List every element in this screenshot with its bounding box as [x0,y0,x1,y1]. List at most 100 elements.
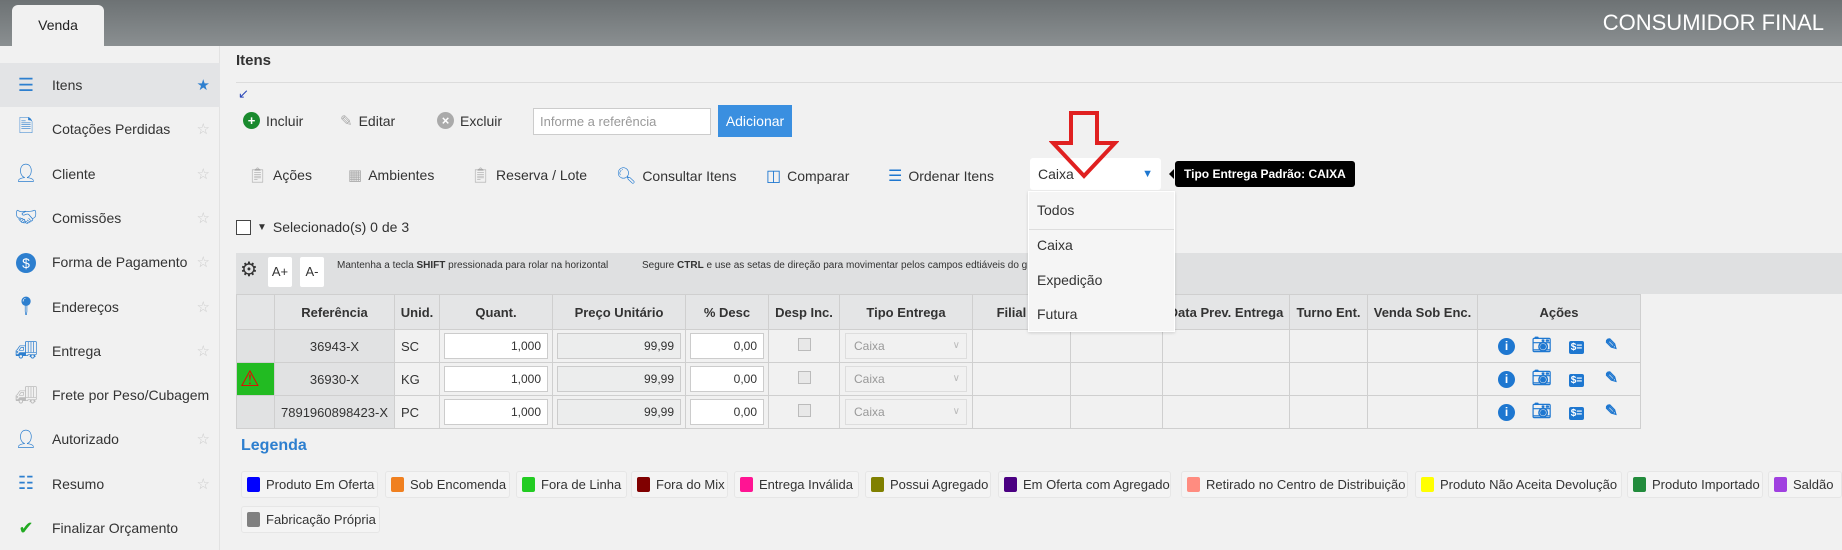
comparar-button[interactable]: ◫ Comparar [766,168,850,185]
sidebar-item-9[interactable]: ☷ Resumo ☆ [0,462,220,506]
star-icon[interactable]: ☆ [196,209,210,227]
star-icon[interactable]: ☆ [196,298,210,316]
star-icon[interactable]: ☆ [196,121,210,139]
sidebar-item-4[interactable]: $ Forma de Pagamento ☆ [0,240,220,284]
add-button[interactable]: Adicionar [718,105,792,137]
ambientes-button[interactable]: ▦ Ambientes [348,167,435,184]
reference-input[interactable] [533,108,711,135]
option-futura[interactable]: Futura [1037,306,1078,322]
price-icon[interactable]: $= [1568,406,1585,420]
hidden-cell [1070,362,1163,396]
legend-swatch [247,477,260,492]
consultar-itens-button[interactable]: 🔍︎ Consultar Itens [616,168,737,185]
legend-swatch [247,512,260,527]
ordenar-itens-button[interactable]: ☰ Ordenar Itens [888,168,994,185]
quantity-input[interactable]: 1,000 [444,399,548,425]
table-row[interactable]: 36943-X SC 1,000 99,99 0,00 Caixa i 📷︎ $= ✎ [236,329,1641,363]
desp-inc-checkbox[interactable] [797,371,811,384]
gear-icon[interactable]: ⚙︎ [240,259,258,281]
collapse-icon[interactable]: ↙︎ [238,86,249,101]
reference-cell: 7891960898423-X [274,395,395,429]
star-icon[interactable]: ☆ [196,342,210,360]
edit-icon[interactable]: ✎ [1604,402,1619,420]
option-caixa[interactable]: Caixa [1037,237,1073,253]
quantity-input[interactable]: 1,000 [444,366,548,392]
actions-button[interactable]: 📋︎ Ações [248,167,312,184]
include-button[interactable]: + Incluir [243,112,303,129]
warning-icon: ⚠︎ [240,366,260,391]
delivery-type-cell-select[interactable]: Caixa [845,366,967,392]
sidebar-item-label: Finalizar Orçamento [52,520,179,536]
column-header: Referência [274,294,395,330]
camera-icon[interactable]: 📷︎ [1531,336,1552,354]
sidebar-item-8[interactable]: 👤︎ Autorizado ☆ [0,417,220,461]
camera-icon[interactable]: 📷︎ [1531,369,1552,387]
sidebar-item-label: Resumo [52,475,105,492]
delivery-type-cell-select[interactable]: Caixa [845,333,967,359]
font-increase-button[interactable]: A+ [268,257,292,287]
caret-down-icon[interactable]: ▼ [257,221,267,233]
legend-swatch [740,477,753,492]
column-header: Unid. [394,294,440,330]
summary-icon: ☷ [17,473,35,494]
sidebar-item-1[interactable]: 🗎︎ Cotações Perdidas ☆ [0,107,220,151]
legend-swatch [1633,477,1646,492]
legend-swatch [522,477,535,492]
option-expedicao[interactable]: Expedição [1037,272,1103,288]
row-status [236,395,275,429]
reference-cell: 36943-X [274,329,395,363]
sidebar-item-5[interactable]: 📍︎ Endereços ☆ [0,285,220,329]
ctrl-hint: Segure CTRL e use as setas de direção pa… [642,260,1028,271]
table-row[interactable]: ⚠︎ 36930-X KG 1,000 99,99 0,00 Caixa i 📷︎… [236,362,1641,396]
desp-inc-checkbox[interactable] [797,404,811,417]
discount-input[interactable]: 0,00 [690,366,764,392]
font-decrease-button[interactable]: A- [300,257,324,287]
sidebar-item-10[interactable]: ✔ Finalizar Orçamento [0,506,220,550]
legend-item: Fora de Linha [516,471,627,498]
legend-item: Em Oferta com Agregado [998,471,1171,498]
reserva-lote-button[interactable]: 📋︎ Reserva / Lote [471,167,588,184]
delete-button[interactable]: × Excluir [437,112,502,129]
discount-input[interactable]: 0,00 [690,333,764,359]
price-icon[interactable]: $= [1568,340,1585,354]
sidebar-item-3[interactable]: 🤝︎ Comissões ☆ [0,196,220,240]
sidebar-item-label: Entrega [52,342,102,359]
edit-button[interactable]: ✎ Editar [340,113,396,130]
edit-icon[interactable]: ✎ [1604,369,1619,387]
table-row[interactable]: 7891960898423-X PC 1,000 99,99 0,00 Caix… [236,395,1641,429]
document-icon: 🗎︎ [18,116,34,137]
star-icon[interactable]: ☆ [196,254,210,272]
star-icon[interactable]: ☆ [196,475,210,493]
info-icon[interactable]: i [1497,337,1516,356]
star-icon[interactable]: ★ [196,77,210,94]
legend-item: Fabricação Própria [241,506,380,533]
star-icon[interactable]: ☆ [196,165,210,183]
info-icon[interactable]: i [1497,370,1516,389]
sidebar-item-6[interactable]: 🚚︎ Entrega ☆ [0,329,220,373]
column-header: Ações [1477,294,1641,330]
price-icon[interactable]: $= [1568,373,1585,387]
row-status [236,329,275,363]
select-all-checkbox[interactable] [236,219,251,235]
delivery-type-cell-select[interactable]: Caixa [845,399,967,425]
legend-item: Entrega Inválida [734,471,859,498]
map-pin-icon: 📍︎ [14,296,38,316]
edit-icon[interactable]: ✎ [1604,336,1619,354]
sidebar-item-label: Cliente [52,165,96,182]
sidebar-item-2[interactable]: 👤︎ Cliente ☆ [0,152,220,196]
legend-swatch [871,477,884,492]
quantity-input[interactable]: 1,000 [444,333,548,359]
camera-icon[interactable]: 📷︎ [1531,402,1552,420]
star-icon[interactable]: ☆ [196,431,210,449]
desp-inc-checkbox[interactable] [797,338,811,351]
discount-input[interactable]: 0,00 [690,399,764,425]
legend-item: Produto Em Oferta [241,471,378,498]
option-todos[interactable]: Todos [1037,202,1075,218]
filial-cell [972,362,1071,396]
info-icon[interactable]: i [1497,403,1516,422]
tab-venda[interactable]: Venda [12,5,104,46]
sidebar-item-0[interactable]: ☰ Itens ★ [0,63,220,107]
page-title: Itens [236,52,272,69]
sidebar-item-7[interactable]: 🚚︎ Frete por Peso/Cubagem [0,373,220,417]
sidebar-item-label: Cotações Perdidas [52,121,171,138]
